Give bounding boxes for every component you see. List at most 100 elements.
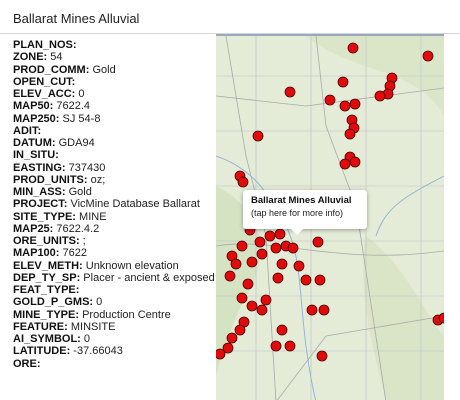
mine-marker[interactable] xyxy=(230,258,242,270)
mine-marker[interactable] xyxy=(264,230,276,242)
mine-marker[interactable] xyxy=(224,270,236,282)
mine-marker[interactable] xyxy=(260,294,272,306)
attribute-key: ELEV_ACC: xyxy=(13,88,76,100)
popup-more-info-link[interactable]: (tap here for more info) xyxy=(251,208,344,218)
mine-marker[interactable] xyxy=(226,332,238,344)
attribute-value: Placer - ancient & exposed xyxy=(80,271,215,284)
mine-marker[interactable] xyxy=(236,292,248,304)
mine-marker[interactable] xyxy=(374,90,386,102)
attribute-row: ELEV_ACC: 0 xyxy=(13,88,218,100)
mine-marker[interactable] xyxy=(272,272,284,284)
layer-title: Ballarat Mines Alluvial xyxy=(13,11,140,26)
mine-marker[interactable] xyxy=(287,242,299,254)
attribute-row: ZONE: 54 xyxy=(13,51,218,63)
mine-marker[interactable] xyxy=(339,158,351,170)
attribute-key: DATUM: xyxy=(13,137,56,149)
mine-marker[interactable] xyxy=(344,128,356,140)
marker-popup[interactable]: Ballarat Mines Alluvial (tap here for mo… xyxy=(243,190,367,235)
attribute-value: oz; xyxy=(87,173,106,186)
attribute-value: GDA94 xyxy=(55,137,95,149)
attribute-row: AI_SYMBOL: 0 xyxy=(13,333,218,345)
attribute-key: IN_SITU: xyxy=(13,149,59,162)
mine-marker[interactable] xyxy=(316,350,328,362)
mine-marker[interactable] xyxy=(284,86,296,98)
attribute-key: ELEV_METH: xyxy=(13,259,83,272)
mine-marker[interactable] xyxy=(236,240,248,252)
attribute-value: Production Centre xyxy=(79,308,171,321)
mine-marker[interactable] xyxy=(314,274,326,286)
attribute-row: PROJECT: VicMine Database Ballarat xyxy=(13,198,218,210)
attribute-row: EASTING: 737430 xyxy=(13,162,218,174)
mine-marker[interactable] xyxy=(312,236,324,248)
attribute-key: MINE_TYPE: xyxy=(13,308,80,321)
attribute-key: MIN_ASS: xyxy=(13,186,66,198)
mine-marker[interactable] xyxy=(284,340,296,352)
attribute-row: OPEN_CUT: xyxy=(13,76,218,88)
attribute-value: 0 xyxy=(75,88,85,100)
attribute-row: DEP_TY_SP: Placer - ancient & exposed xyxy=(13,272,218,284)
mine-marker[interactable] xyxy=(337,76,349,88)
attribute-row: PROD_COMM: Gold xyxy=(13,64,218,76)
attribute-row: PLAN_NOS: xyxy=(13,39,218,51)
mine-marker[interactable] xyxy=(318,304,330,316)
attribute-key: PROJECT: xyxy=(13,198,68,211)
attribute-value: 7622.4.2 xyxy=(53,222,100,235)
mine-marker[interactable] xyxy=(324,94,336,106)
attribute-row: MINE_TYPE: Production Centre xyxy=(13,309,218,321)
mine-marker[interactable] xyxy=(276,324,288,336)
attribute-key: FEATURE: xyxy=(13,320,68,333)
mine-marker[interactable] xyxy=(349,156,361,168)
mine-marker[interactable] xyxy=(237,176,249,188)
mine-marker[interactable] xyxy=(270,242,282,254)
mine-marker[interactable] xyxy=(339,100,351,112)
attribute-key: MAP250: xyxy=(13,112,60,125)
attribute-key: MAP100: xyxy=(13,247,60,260)
mine-marker[interactable] xyxy=(242,278,254,290)
mine-marker[interactable] xyxy=(276,258,288,270)
mine-marker[interactable] xyxy=(246,300,258,312)
mine-marker[interactable] xyxy=(293,260,305,272)
mine-marker[interactable] xyxy=(222,342,234,354)
mine-marker[interactable] xyxy=(216,348,226,360)
mine-marker[interactable] xyxy=(256,248,268,260)
terrain-patch xyxy=(363,236,444,400)
mine-marker[interactable] xyxy=(246,256,258,268)
attribute-value: 0 xyxy=(80,333,91,345)
attribute-value: 737430 xyxy=(65,161,106,174)
mine-marker[interactable] xyxy=(234,324,246,336)
attribute-key: LATITUDE: xyxy=(13,345,71,358)
attribute-row: MAP50: 7622.4 xyxy=(13,100,218,112)
attribute-value: 7622.4 xyxy=(53,100,91,113)
attribute-value: Gold xyxy=(65,186,92,198)
mine-marker[interactable] xyxy=(252,130,264,142)
attribute-key: MAP25: xyxy=(13,222,54,235)
attribute-row: LATITUDE: -37.66043 xyxy=(13,345,218,357)
mine-marker[interactable] xyxy=(274,228,286,240)
mine-marker[interactable] xyxy=(254,236,266,248)
attribute-value: ; xyxy=(79,235,86,247)
attribute-row: MAP250: SJ 54-8 xyxy=(13,113,218,125)
mine-marker[interactable] xyxy=(300,274,312,286)
map-waterways xyxy=(216,155,444,400)
map-panel[interactable] xyxy=(216,34,444,400)
attribute-key: AI_SYMBOL: xyxy=(13,333,81,345)
attribute-value: Unknown elevation xyxy=(82,259,179,272)
attribute-row: ELEV_METH: Unknown elevation xyxy=(13,260,218,272)
mine-marker[interactable] xyxy=(422,50,434,62)
attribute-value: -37.66043 xyxy=(70,345,123,358)
mine-marker[interactable] xyxy=(349,98,361,110)
mine-marker[interactable] xyxy=(256,304,268,316)
mine-marker[interactable] xyxy=(438,312,444,324)
attribute-key: EASTING: xyxy=(13,161,66,174)
terrain-patch xyxy=(306,36,444,116)
mine-marker[interactable] xyxy=(347,42,359,54)
attribute-row: IN_SITU: xyxy=(13,149,218,161)
attribute-value: MINE xyxy=(75,210,107,223)
attribute-key: ADIT: xyxy=(13,124,42,137)
mine-marker[interactable] xyxy=(306,304,318,316)
attribute-value: 7622 xyxy=(59,247,87,260)
attribute-key: ZONE: xyxy=(13,51,48,64)
mine-marker[interactable] xyxy=(270,340,282,352)
attribute-row: GOLD_P_GMS: 0 xyxy=(13,296,218,308)
attribute-row: FEATURE: MINSITE xyxy=(13,321,218,333)
